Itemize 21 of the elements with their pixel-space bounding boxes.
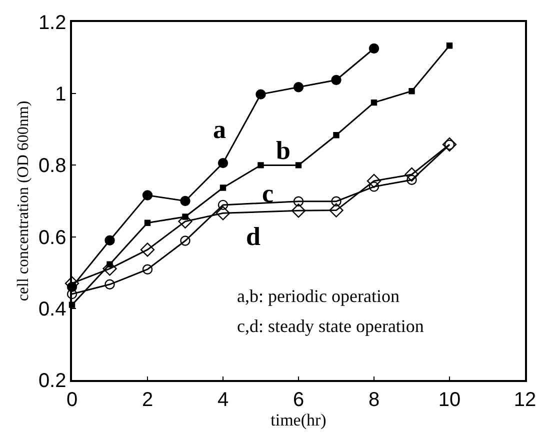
- y-tick-label: 0.8: [38, 155, 66, 178]
- series-label: d: [246, 222, 261, 251]
- series-label: c: [262, 179, 274, 208]
- x-tick-label: 4: [217, 388, 229, 411]
- series-label: a: [213, 115, 226, 144]
- y-tick-label: 1: [55, 84, 66, 106]
- annotation: c,d: steady state operation: [237, 316, 424, 336]
- x-tick-label: 8: [368, 388, 380, 411]
- y-tick-label: 0.6: [38, 226, 66, 249]
- annotation: a,b: periodic operation: [237, 286, 400, 306]
- x-tick-label: 10: [438, 388, 461, 411]
- x-tick-label: 0: [66, 388, 78, 411]
- y-tick-label: 1.2: [38, 12, 66, 34]
- y-axis-title: cell concentration (OD 600nm): [14, 100, 32, 302]
- series-label: b: [276, 136, 290, 165]
- x-axis-title: time(hr): [270, 410, 326, 430]
- y-tick-label: 0.2: [38, 370, 66, 392]
- x-tick-label: 12: [514, 388, 536, 411]
- x-tick-label: 6: [292, 388, 304, 411]
- y-tick-label: 0.4: [38, 298, 66, 320]
- x-tick-label: 2: [142, 388, 154, 411]
